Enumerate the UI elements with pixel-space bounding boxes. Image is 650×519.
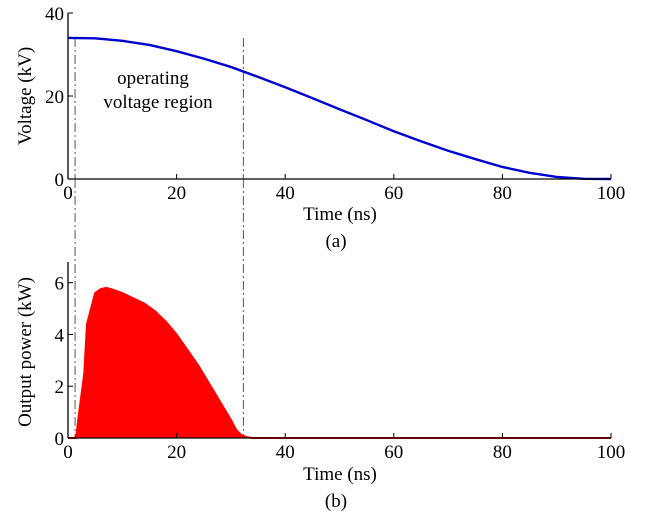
voltage-x-tick-label: 60 xyxy=(384,183,403,204)
voltage-x-tick-label: 100 xyxy=(597,183,626,204)
voltage-y-ticks: 0 20 40 xyxy=(45,4,73,191)
voltage-y-axis-label: Voltage (kV) xyxy=(15,47,36,145)
operating-region-annotation-line-2: voltage region xyxy=(103,92,213,113)
power-y-axis-label: Output power (kW) xyxy=(15,277,36,427)
power-panel-label: (b) xyxy=(325,491,347,512)
power-y-tick-label: 0 xyxy=(55,429,65,450)
voltage-panel-label: (a) xyxy=(325,231,346,252)
voltage-y-tick-label: 20 xyxy=(45,87,64,108)
power-axes xyxy=(67,262,611,439)
voltage-y-tick-label: 40 xyxy=(45,4,64,25)
voltage-chart: 0 20 40 60 80 100 0 20 40 Time (ns) Voltage (kV… xyxy=(15,4,625,252)
power-series-area xyxy=(68,287,611,438)
voltage-x-tick-label: 40 xyxy=(276,183,295,204)
power-x-tick-label: 60 xyxy=(384,442,403,463)
operating-region-annotation-line-1: operating xyxy=(117,68,189,89)
voltage-x-tick-label: 80 xyxy=(493,183,512,204)
power-x-tick-label: 40 xyxy=(276,442,295,463)
voltage-x-tick-label: 20 xyxy=(167,183,186,204)
power-y-tick-label: 4 xyxy=(55,325,65,346)
voltage-x-axis-label: Time (ns) xyxy=(303,204,377,225)
power-y-tick-label: 2 xyxy=(55,377,65,398)
power-x-tick-label: 20 xyxy=(167,442,186,463)
voltage-x-tick-label: 0 xyxy=(63,183,73,204)
voltage-x-ticks: 0 20 40 60 80 100 xyxy=(63,174,625,204)
power-y-ticks: 0 2 4 6 xyxy=(55,274,73,450)
power-x-tick-label: 80 xyxy=(493,442,512,463)
power-chart: 0 20 40 60 80 100 0 2 4 6 Time (ns) Output power… xyxy=(15,179,625,512)
power-x-axis-label: Time (ns) xyxy=(303,464,377,485)
power-x-ticks: 0 20 40 60 80 100 xyxy=(63,433,625,463)
power-y-tick-label: 6 xyxy=(55,274,65,295)
power-x-tick-label: 100 xyxy=(597,442,626,463)
voltage-guide-lines xyxy=(74,38,244,179)
power-x-tick-label: 0 xyxy=(63,442,73,463)
voltage-y-tick-label: 0 xyxy=(55,170,65,191)
voltage-series-line xyxy=(67,36,612,181)
